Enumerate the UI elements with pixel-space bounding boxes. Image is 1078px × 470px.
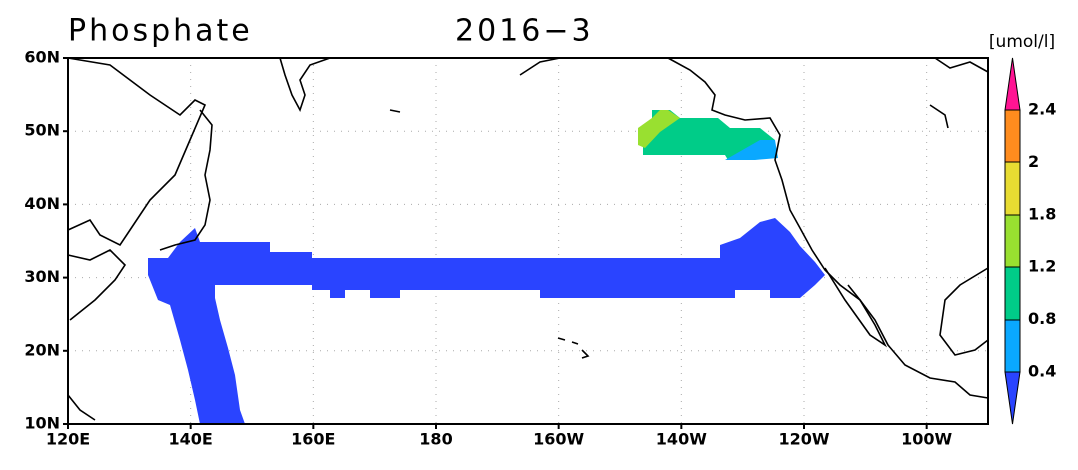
colorbar-label: 0.4 <box>1028 362 1056 381</box>
lat-label: 50N <box>24 121 60 140</box>
lon-label: 100W <box>901 430 952 449</box>
lon-label: 140E <box>169 430 213 449</box>
colorbar <box>1004 57 1021 425</box>
colorbar-over <box>1004 57 1021 111</box>
blue-area <box>148 218 825 424</box>
colorbar-label: 2 <box>1028 152 1039 171</box>
lon-label: 180 <box>419 430 452 449</box>
colorbar-box <box>1004 214 1021 268</box>
lightblue-area <box>725 140 778 160</box>
lat-label: 10N <box>24 414 60 433</box>
colorbar-box <box>1004 161 1021 216</box>
coast-japan <box>159 109 213 251</box>
coast-north-america <box>667 57 989 399</box>
lon-label: 120E <box>46 430 90 449</box>
colorbar-label: 1.2 <box>1028 257 1056 276</box>
colorbar-label: 0.8 <box>1028 309 1056 328</box>
colorbar-box <box>1004 266 1021 321</box>
green-area <box>643 110 775 160</box>
title: Phosphate <box>68 14 253 49</box>
lat-label: 20N <box>24 340 60 359</box>
colorbar-label: 2.4 <box>1028 100 1056 119</box>
lon-label: 160W <box>533 430 584 449</box>
yellowgreen-area <box>638 110 680 148</box>
lon-label: 140W <box>656 430 707 449</box>
lon-label: 160E <box>291 430 335 449</box>
lat-label: 60N <box>24 48 60 67</box>
lat-label: 30N <box>24 267 60 286</box>
coast-gulf <box>939 267 989 356</box>
lon-label: 120W <box>778 430 829 449</box>
coastlines <box>67 57 989 421</box>
date: 2016−3 <box>455 14 594 49</box>
coast-kamchatka <box>279 57 331 113</box>
field <box>148 110 825 424</box>
coast-islands <box>67 104 949 421</box>
unit: [umol/l] <box>989 32 1055 52</box>
coast-asia <box>67 57 207 247</box>
colorbar-box <box>1004 109 1021 163</box>
coast-alaska <box>519 57 989 76</box>
colorbar-box <box>1004 319 1021 373</box>
map-frame <box>67 57 989 425</box>
coast-baja <box>824 267 888 348</box>
colorbar-under <box>1004 371 1021 425</box>
colorbar-label: 1.8 <box>1028 204 1056 223</box>
coast-china <box>67 249 127 321</box>
lat-label: 40N <box>24 194 60 213</box>
